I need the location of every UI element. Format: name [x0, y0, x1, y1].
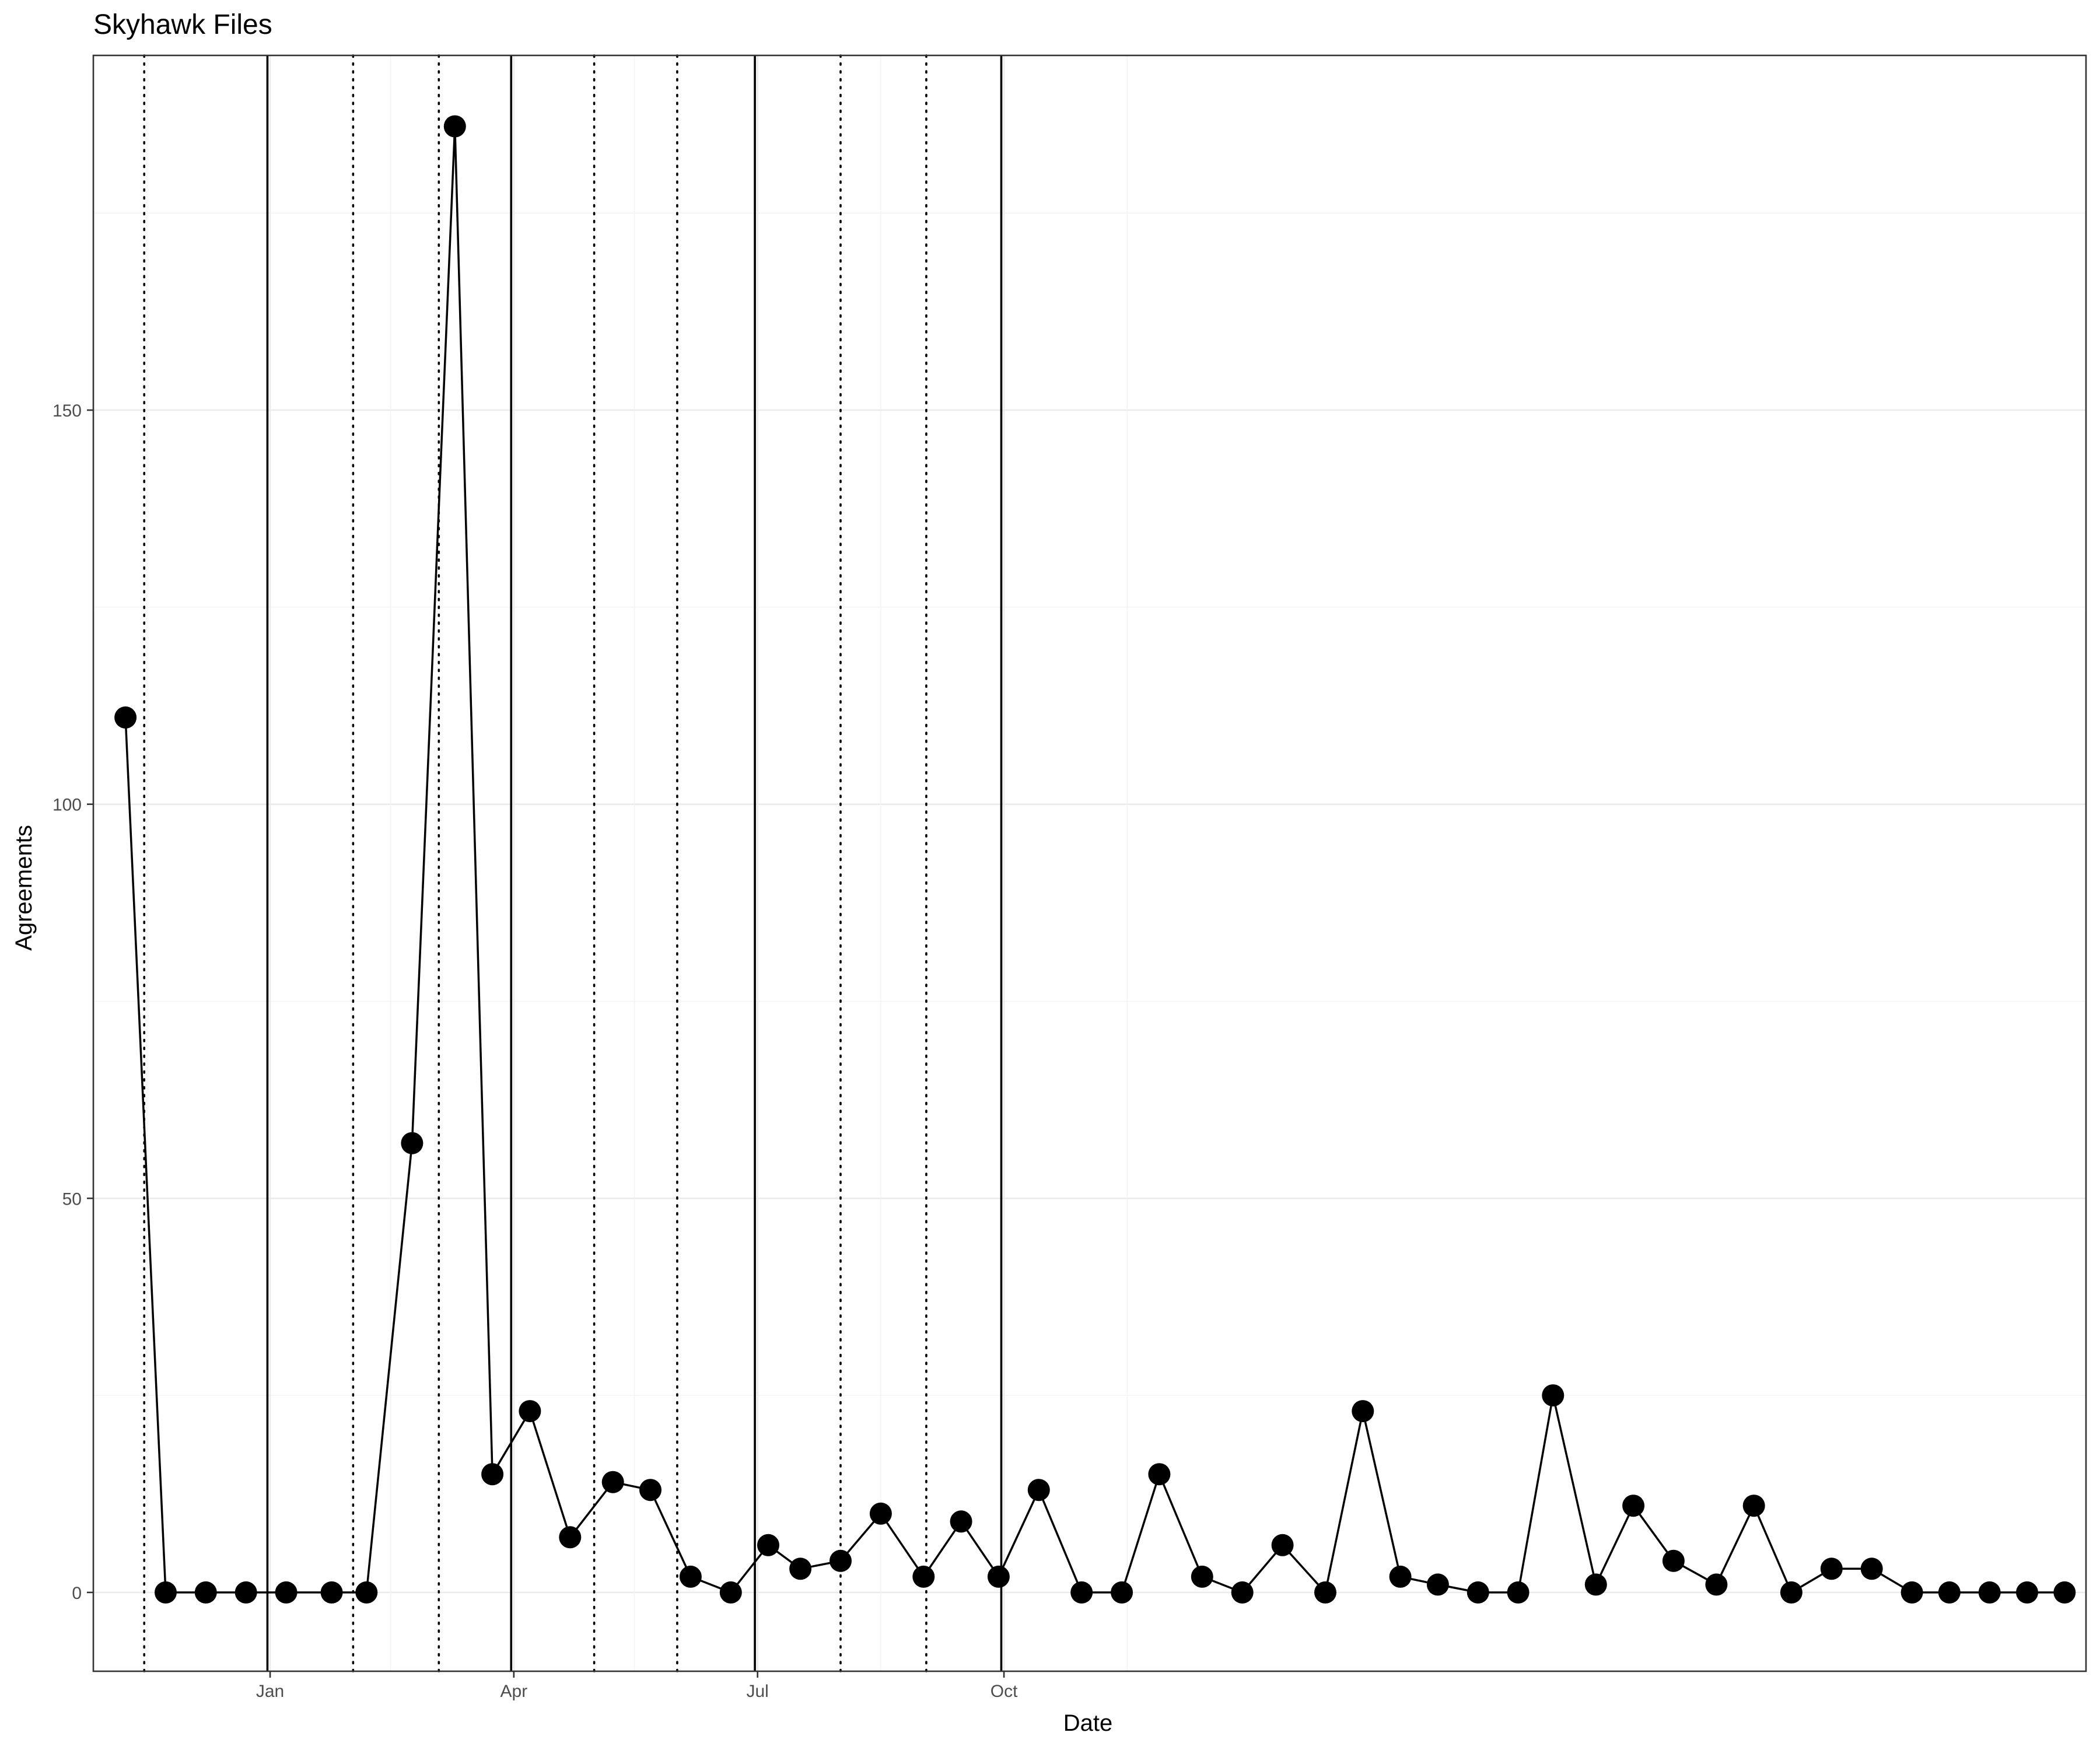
data-point [789, 1558, 812, 1580]
data-point [1191, 1565, 1213, 1588]
data-point [1860, 1558, 1883, 1580]
data-point [1742, 1494, 1765, 1517]
data-point [155, 1581, 177, 1604]
data-point [519, 1400, 541, 1423]
series-line [124, 125, 2065, 1594]
data-point [1820, 1558, 1843, 1580]
y-tick-label: 50 [62, 1189, 82, 1209]
data-point [1622, 1494, 1645, 1517]
data-point [1352, 1400, 1374, 1423]
series [114, 115, 2076, 1604]
data-point [481, 1463, 504, 1486]
data-point [950, 1510, 972, 1533]
data-point [1542, 1384, 1564, 1407]
data-point [1584, 1573, 1607, 1596]
data-point [757, 1534, 779, 1556]
data-point [2053, 1581, 2076, 1604]
data-point [443, 115, 466, 138]
data-point [1662, 1549, 1685, 1572]
data-point [275, 1581, 298, 1604]
x-tick-label: Apr [501, 1682, 528, 1701]
data-point [1938, 1581, 1961, 1604]
data-point [2016, 1581, 2038, 1604]
data-point [1780, 1581, 1803, 1604]
data-point [601, 1471, 624, 1493]
data-point [679, 1565, 702, 1588]
data-point [1111, 1581, 1133, 1604]
data-point [1978, 1581, 2001, 1604]
data-point [1271, 1534, 1294, 1556]
data-point [719, 1581, 742, 1604]
data-point [114, 706, 137, 729]
data-point [912, 1565, 935, 1588]
data-point [194, 1581, 217, 1604]
data-point [1466, 1581, 1489, 1604]
plot-border [92, 54, 2087, 1672]
data-point [1231, 1581, 1254, 1604]
data-point [639, 1479, 662, 1502]
axes: 0 50 100 150 Jan Apr Jul Oct [52, 401, 1018, 1701]
data-point [1705, 1573, 1728, 1596]
x-tick-label: Oct [991, 1682, 1018, 1701]
data-point [987, 1565, 1010, 1588]
x-axis-label: Date [1063, 1710, 1113, 1736]
y-axis-label: Agreements [11, 825, 37, 951]
data-point [1070, 1581, 1093, 1604]
data-point [869, 1502, 892, 1525]
y-tick-label: 0 [72, 1584, 82, 1603]
data-point [1507, 1581, 1530, 1604]
reference-lines [143, 54, 1003, 1672]
data-point [320, 1581, 343, 1604]
data-point [1027, 1479, 1050, 1502]
x-tick-label: Jan [256, 1682, 284, 1701]
data-point [1314, 1581, 1336, 1604]
y-tick-label: 150 [52, 401, 82, 421]
data-point [1389, 1565, 1412, 1588]
data-point [559, 1526, 582, 1549]
data-point [235, 1581, 257, 1604]
y-tick-label: 100 [52, 796, 82, 815]
data-point [830, 1549, 852, 1572]
x-tick-label: Jul [746, 1682, 768, 1701]
data-point [401, 1132, 424, 1154]
chart-title: Skyhawk Files [93, 9, 272, 40]
data-point [1426, 1573, 1449, 1596]
data-point [355, 1581, 378, 1604]
data-point [1148, 1463, 1171, 1486]
data-point [1901, 1581, 1923, 1604]
